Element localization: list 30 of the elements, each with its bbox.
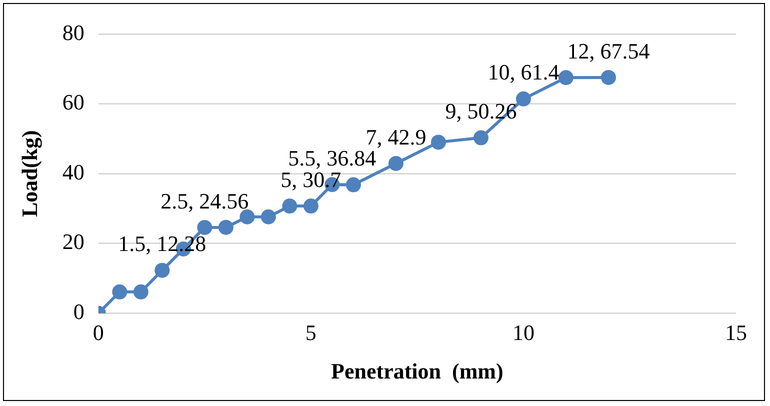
point — [218, 220, 234, 235]
y-axis-title: Load(kg) — [16, 130, 42, 217]
x-tick-label: 10 — [512, 320, 534, 346]
data-label: 10, 61.4 — [488, 60, 560, 85]
point — [197, 220, 212, 235]
data-label: 12, 67.54 — [567, 38, 650, 64]
data-label: 2.5, 24.56 — [160, 188, 249, 214]
x-axis-title: Penetration (mm) — [331, 358, 504, 384]
y-tick-label: 0 — [73, 298, 84, 324]
point — [558, 70, 574, 86]
point — [154, 262, 170, 278]
y-tick-label: 20 — [62, 229, 84, 254]
point — [303, 198, 318, 214]
point — [133, 284, 148, 300]
x-tick-label: 0 — [92, 320, 104, 346]
point — [282, 198, 298, 214]
y-tick-label: 40 — [62, 159, 84, 184]
x-tick-label: 5 — [305, 320, 316, 346]
point — [600, 70, 616, 85]
x-tick-label: 15 — [725, 320, 747, 346]
y-tick-label: 60 — [62, 90, 84, 115]
point — [346, 177, 361, 192]
point — [240, 209, 255, 224]
point — [388, 156, 404, 171]
point — [473, 130, 488, 146]
point — [260, 209, 276, 224]
point — [430, 134, 446, 150]
y-tick-label: 80 — [62, 20, 84, 45]
point — [516, 91, 531, 106]
point — [112, 284, 128, 300]
